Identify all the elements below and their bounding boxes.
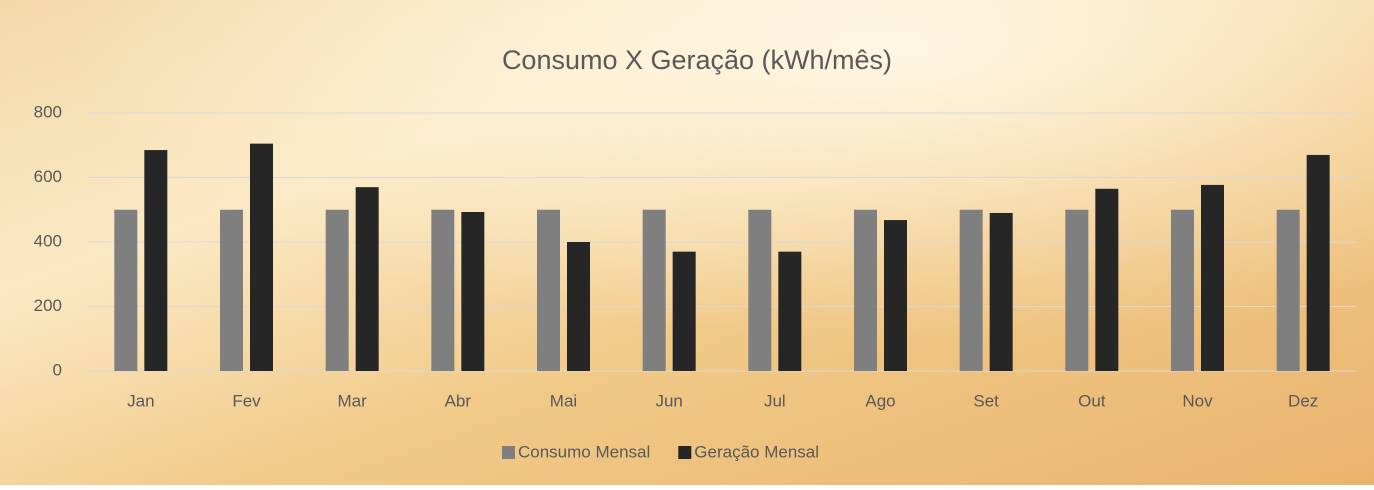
bar — [537, 209, 560, 371]
bar — [959, 209, 983, 371]
bar — [642, 209, 666, 371]
chart-title: Consumo X Geração (kWh/mês) — [502, 45, 892, 75]
y-tick-label: 400 — [34, 231, 62, 250]
bar — [250, 143, 273, 371]
x-tick-label: Ago — [865, 391, 895, 410]
bar — [325, 209, 349, 371]
bar — [431, 209, 455, 371]
x-tick-label: Fev — [232, 391, 261, 410]
x-tick-label: Jun — [655, 391, 682, 410]
bar — [144, 150, 168, 371]
x-tick-label: Mar — [338, 391, 368, 410]
y-tick-label: 800 — [34, 102, 62, 121]
bar — [461, 212, 485, 371]
bar — [854, 209, 877, 371]
bar — [672, 251, 696, 371]
bar — [1276, 209, 1300, 371]
bar — [114, 209, 138, 371]
x-tick-label: Jan — [127, 391, 154, 410]
x-tick-label: Jul — [764, 391, 786, 410]
x-tick-label: Dez — [1288, 391, 1318, 410]
bar — [1095, 188, 1119, 371]
bar — [355, 187, 379, 371]
bar — [989, 212, 1013, 371]
bar — [778, 251, 802, 371]
bar — [1065, 209, 1089, 371]
y-tick-label: 200 — [34, 296, 62, 315]
bar — [220, 209, 243, 371]
legend-label: Consumo Mensal — [518, 442, 650, 461]
bar — [1306, 154, 1330, 371]
x-tick-label: Set — [973, 391, 999, 410]
bar — [884, 220, 907, 371]
x-tick-label: Mai — [550, 391, 577, 410]
x-tick-label: Nov — [1182, 391, 1213, 410]
legend-swatch — [502, 446, 515, 459]
y-tick-label: 0 — [53, 360, 62, 379]
y-tick-label: 600 — [34, 167, 62, 186]
legend-label: Geração Mensal — [694, 442, 819, 461]
x-tick-label: Out — [1078, 391, 1106, 410]
legend-swatch — [678, 446, 692, 459]
bar — [567, 242, 590, 371]
bar — [1171, 209, 1194, 371]
bar — [1201, 184, 1224, 371]
bar — [748, 209, 772, 371]
x-tick-label: Abr — [445, 391, 472, 410]
